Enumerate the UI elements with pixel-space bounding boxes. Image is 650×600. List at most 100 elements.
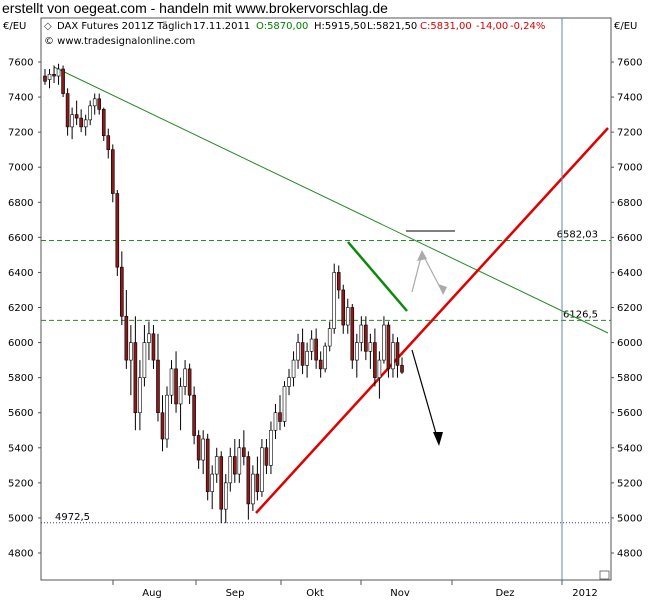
candle-body (260, 447, 264, 492)
y-tick-label: 7600 (8, 58, 33, 69)
long-downtrend-line (53, 66, 609, 334)
y-tick-label: 6400 (617, 268, 642, 279)
trendlines (53, 18, 609, 580)
y-tick-label: 7000 (8, 163, 33, 174)
candle (56, 63, 61, 85)
candle (382, 316, 386, 364)
candle (110, 144, 115, 203)
candle-body (151, 333, 156, 361)
resize-grip[interactable] (599, 570, 610, 580)
candle-body (382, 324, 386, 361)
candle-body (178, 386, 183, 405)
candle (174, 351, 178, 413)
candle (214, 447, 219, 483)
candle (106, 128, 111, 159)
candle-body (174, 368, 178, 405)
candle (359, 316, 364, 352)
candle-body (364, 324, 368, 352)
candle-body (391, 342, 395, 370)
candle (246, 451, 251, 520)
candle (336, 265, 341, 299)
candle-body (56, 68, 61, 77)
candle-body (377, 359, 382, 378)
candle (287, 368, 291, 396)
y-tick-label: 6800 (8, 198, 33, 209)
candle-body (61, 68, 65, 94)
candle-body (138, 377, 142, 414)
candle (237, 439, 242, 483)
y-tick-label: 4800 (8, 549, 33, 560)
candle-body (336, 272, 341, 291)
banner-text: erstellt von oegeat.com - handeln mit ww… (2, 0, 388, 16)
candle (345, 298, 350, 334)
candle-body (255, 473, 260, 492)
candle (160, 395, 165, 452)
candle (309, 330, 314, 361)
candle-body (341, 289, 346, 326)
candle-body (52, 73, 56, 77)
candle (196, 430, 201, 469)
short-downtrend-line (347, 241, 408, 312)
y-tick-label: 5000 (617, 513, 642, 524)
y-tick-label: 4800 (617, 549, 642, 560)
candle-body (205, 438, 210, 492)
candle-body (187, 368, 192, 396)
candle-body (251, 473, 255, 505)
candle-body (83, 119, 88, 128)
candle (101, 107, 106, 141)
candle (350, 303, 355, 369)
candle (97, 93, 102, 115)
change-pct-value: -0,24% (510, 21, 545, 32)
resize-grip-icon[interactable] (599, 570, 610, 580)
candle (52, 65, 56, 84)
candle (169, 360, 174, 404)
candle (61, 65, 65, 98)
projection-arrows (411, 250, 447, 446)
candle-body (305, 351, 309, 366)
y-tick-label: 5200 (8, 478, 33, 489)
candle (327, 321, 332, 352)
candle-body (368, 342, 373, 352)
black-projection-arrow (411, 349, 438, 438)
unit-right-label: €/EU (614, 21, 637, 32)
candle-body (110, 149, 115, 194)
candle-body (264, 447, 269, 466)
candle (391, 333, 395, 378)
candle-body (88, 105, 92, 121)
candle-body (223, 482, 228, 510)
high-value: H:5915,50 (314, 21, 366, 32)
candle (183, 360, 187, 396)
candle (296, 333, 300, 369)
y-tick-label: 5800 (617, 373, 642, 384)
y-tick-label: 6600 (617, 233, 642, 244)
candle (115, 190, 120, 276)
candle-body (327, 328, 332, 347)
candle-body (43, 75, 47, 82)
candle-body (400, 365, 404, 373)
candle-body (156, 359, 160, 414)
candle (260, 439, 264, 497)
candle-body (345, 307, 350, 326)
candle (255, 456, 260, 501)
candle-body (169, 368, 174, 396)
candle (355, 333, 359, 378)
candle-body (314, 338, 318, 361)
grey-arrowhead-down (438, 284, 447, 295)
candle-body (287, 377, 291, 387)
level-label: 4972,5 (55, 512, 90, 523)
candle (242, 430, 246, 466)
candle-body (219, 456, 224, 510)
uptrend-support-line (255, 127, 609, 514)
candle (74, 100, 79, 126)
level-label: 6582,03 (557, 230, 598, 241)
candle (273, 403, 278, 440)
candle-body (350, 307, 355, 361)
candle (232, 439, 237, 483)
black-arrowhead (433, 432, 443, 446)
copyright-label: © www.tradesignalonline.com (44, 36, 195, 47)
candle-body (196, 435, 201, 461)
candle-body (386, 324, 391, 370)
candle-legend-icon: ◇ (44, 21, 52, 32)
candle-body (278, 412, 282, 422)
